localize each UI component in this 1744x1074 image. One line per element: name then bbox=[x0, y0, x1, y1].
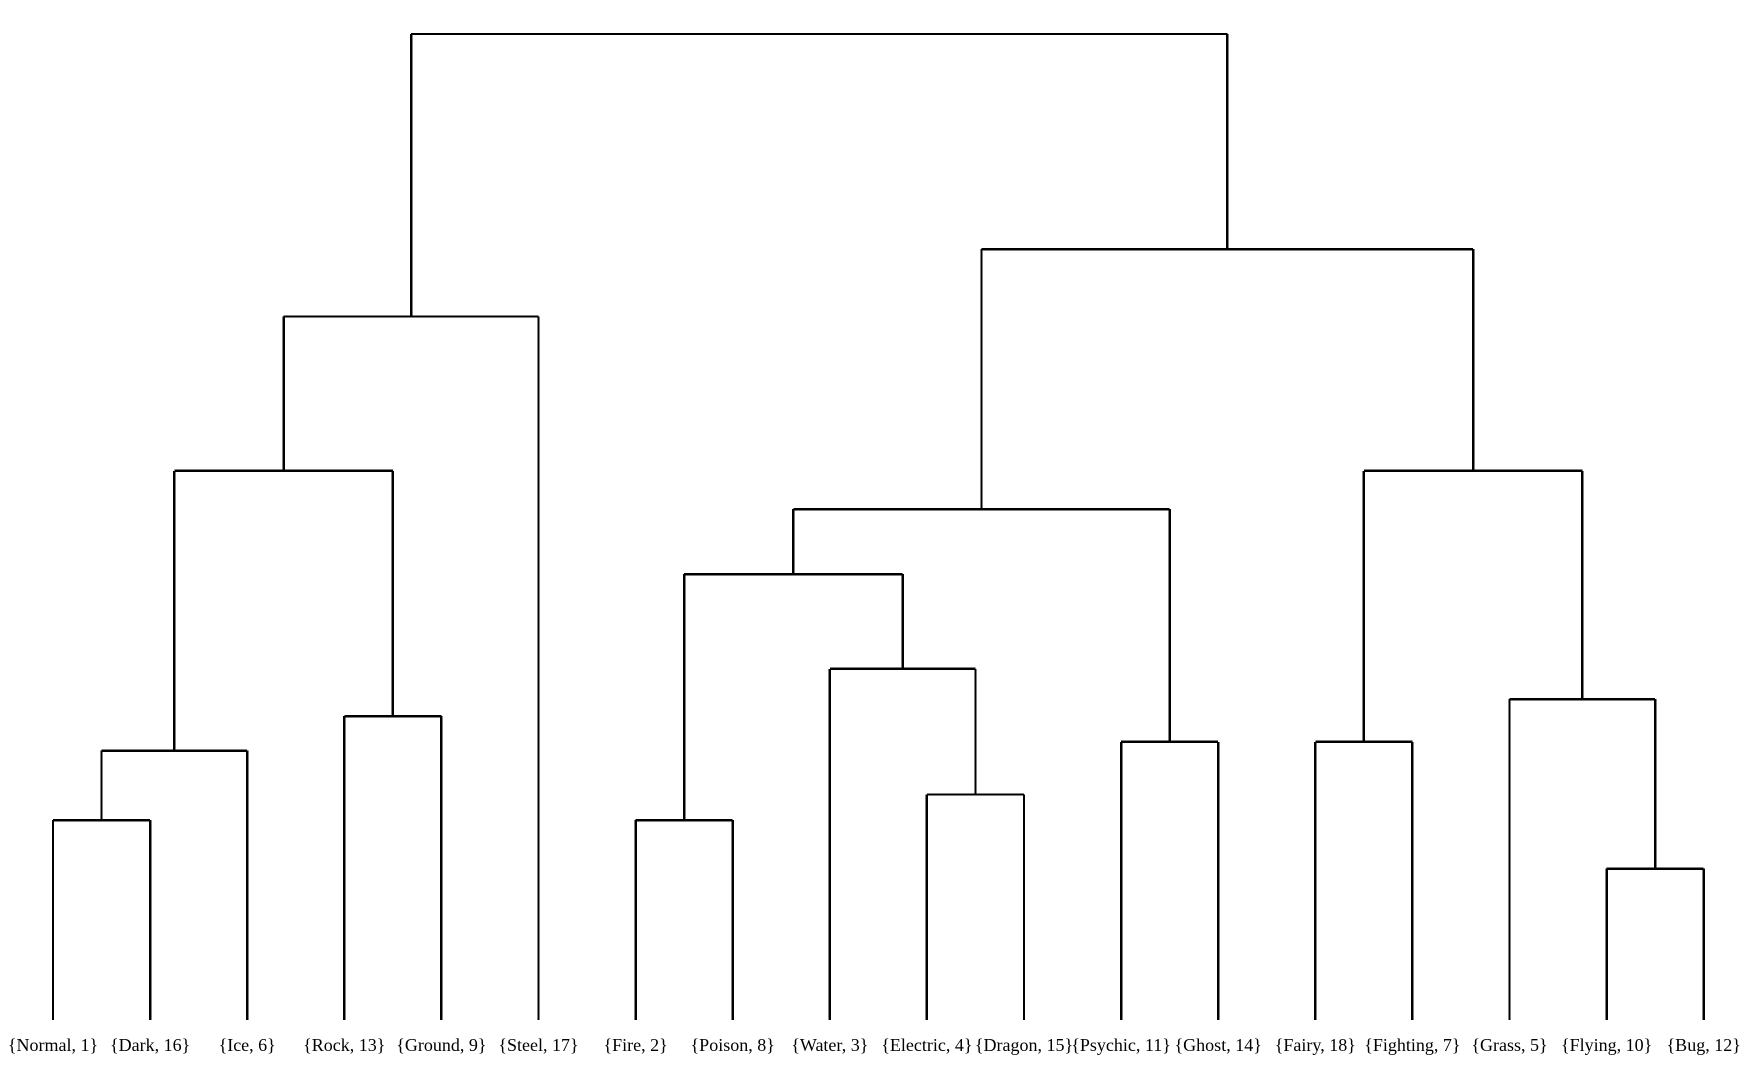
leaf-label: {Ghost, 14} bbox=[1175, 1035, 1262, 1055]
leaf-label: {Grass, 5} bbox=[1471, 1035, 1547, 1055]
leaf-label: {Bug, 12} bbox=[1667, 1035, 1741, 1055]
leaf-label: {Flying, 10} bbox=[1561, 1035, 1652, 1055]
leaf-label: {Dragon, 15} bbox=[975, 1035, 1073, 1055]
leaf-label: {Water, 3} bbox=[791, 1035, 868, 1055]
leaf-label: {Fighting, 7} bbox=[1364, 1035, 1460, 1055]
leaf-label: {Dark, 16} bbox=[110, 1035, 190, 1055]
leaf-label: {Psychic, 11} bbox=[1071, 1035, 1171, 1055]
leaf-label: {Steel, 17} bbox=[498, 1035, 578, 1055]
leaf-label: {Ice, 6} bbox=[219, 1035, 276, 1055]
leaf-label: {Ground, 9} bbox=[396, 1035, 486, 1055]
leaf-label: {Electric, 4} bbox=[881, 1035, 972, 1055]
leaf-label: {Normal, 1} bbox=[8, 1035, 98, 1055]
leaf-label: {Rock, 13} bbox=[303, 1035, 385, 1055]
leaf-label: {Fairy, 18} bbox=[1275, 1035, 1356, 1055]
leaf-labels: {Normal, 1} {Dark, 16} {Ice, 6} {Rock, 13} {… bbox=[8, 1035, 1741, 1055]
dendrogram-links bbox=[51, 32, 1705, 1020]
leaf-label: {Poison, 8} bbox=[691, 1035, 775, 1055]
leaf-label: {Fire, 2} bbox=[603, 1035, 667, 1055]
